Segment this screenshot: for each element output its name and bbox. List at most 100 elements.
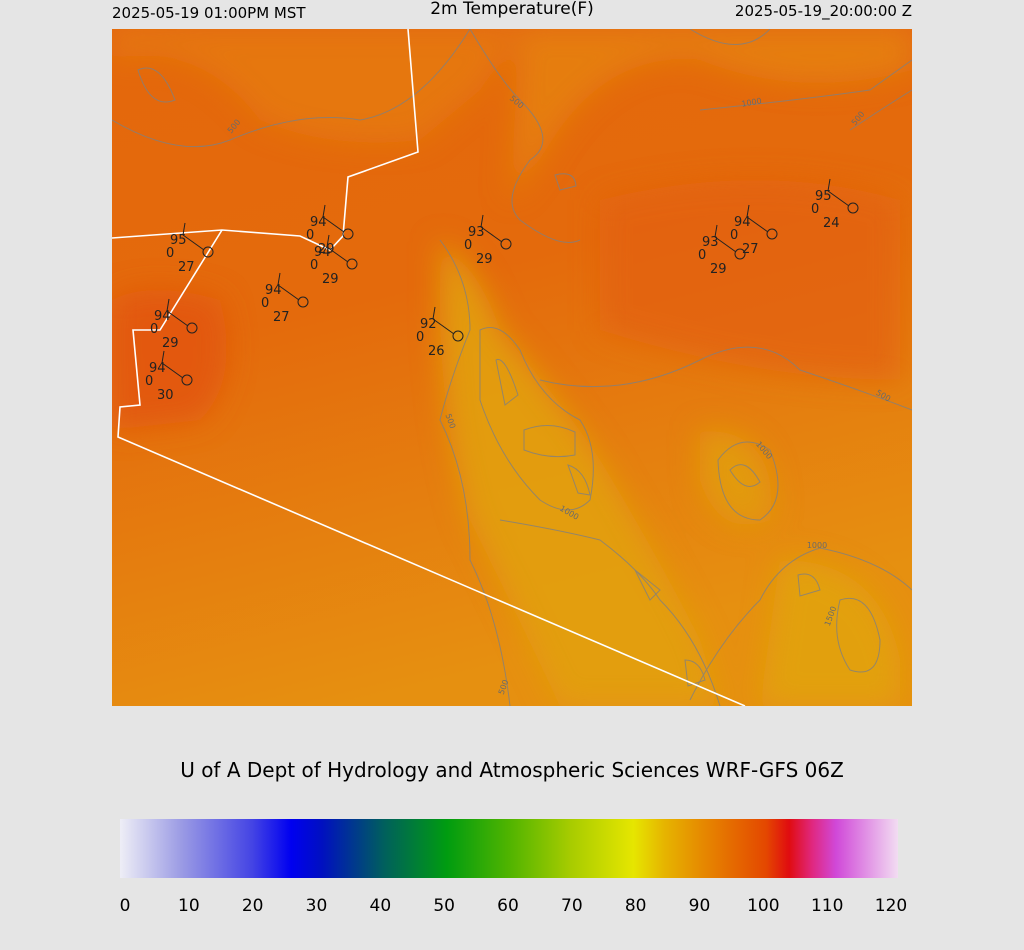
temperature: 94 xyxy=(265,283,282,298)
contour-label: 1000 xyxy=(807,541,827,550)
elevation-contours xyxy=(112,29,912,706)
station-middle: 0 xyxy=(416,330,424,345)
temperature: 94 xyxy=(734,215,751,230)
contour-label: 1000 xyxy=(741,96,763,108)
colorbar-tick-label: 40 xyxy=(370,896,392,916)
temperature: 95 xyxy=(815,189,832,204)
station-circle xyxy=(297,296,309,308)
station-circle xyxy=(766,228,778,240)
station-circle xyxy=(346,258,358,270)
station: 920 26 xyxy=(416,306,464,359)
wind-barb-flag xyxy=(166,298,170,312)
colorbar-tick-label: 20 xyxy=(242,896,264,916)
station-circle xyxy=(202,246,214,258)
wind-barb-flag xyxy=(827,178,831,192)
colorbar-tick-label: 10 xyxy=(178,896,200,916)
valid-time-utc: 2025-05-19_20:00:00 Z xyxy=(735,2,912,21)
dewpoint: 24 xyxy=(823,216,840,231)
station-middle: 0 xyxy=(811,202,819,217)
temperature: 94 xyxy=(154,309,171,324)
dewpoint: 27 xyxy=(178,260,195,275)
wind-barb xyxy=(166,310,189,327)
station-circle xyxy=(181,374,193,386)
temperature: 95 xyxy=(170,233,187,248)
colorbar-tick-label: 80 xyxy=(625,896,647,916)
wind-barb-flag xyxy=(161,350,165,364)
station-middle: 0 xyxy=(145,374,153,389)
colorbar-tick-label: 50 xyxy=(433,896,455,916)
station-middle: 0 xyxy=(261,296,269,311)
station-plots: 9502794029940299402794029940309202693029… xyxy=(145,178,859,403)
dewpoint: 29 xyxy=(710,262,727,277)
temperature: 93 xyxy=(468,225,485,240)
wind-barb-flag xyxy=(182,222,186,236)
wind-barb xyxy=(714,236,737,253)
wind-barb-flag xyxy=(322,204,326,218)
colorbar-tick-label: 60 xyxy=(497,896,519,916)
colorbar-ticks: 0 10 20 30 40 50 60 70 80 90 100 110 120 xyxy=(120,896,908,916)
state-borders xyxy=(112,29,746,706)
station-middle: 0 xyxy=(166,246,174,261)
wind-barb xyxy=(746,216,769,233)
wind-barb-flag xyxy=(480,214,484,228)
dewpoint: 29 xyxy=(318,242,335,257)
station: 940 30 xyxy=(145,350,193,403)
station-middle: 0 xyxy=(306,228,314,243)
colorbar-tick-label: 90 xyxy=(689,896,711,916)
colorbar-tick-label: 0 xyxy=(120,896,131,916)
temperature: 94 xyxy=(149,361,166,376)
dewpoint: 27 xyxy=(742,242,759,257)
wind-barb-flag xyxy=(326,234,330,248)
station: 940 27 xyxy=(261,272,309,325)
wind-barb-flag xyxy=(277,272,281,286)
wind-barb-flag xyxy=(714,224,718,238)
valid-time-local: 2025-05-19 01:00PM MST xyxy=(112,4,306,22)
wind-barb xyxy=(326,246,349,263)
station-circle xyxy=(186,322,198,334)
wind-barb xyxy=(277,284,300,301)
colorbar-tick-label: 30 xyxy=(306,896,328,916)
station-middle: 0 xyxy=(730,228,738,243)
temperature: 94 xyxy=(314,245,331,260)
wind-barb xyxy=(161,362,184,379)
colorbar-tick-label: 100 xyxy=(747,896,779,916)
station-circle xyxy=(452,330,464,342)
wind-barb xyxy=(182,234,205,251)
credit: U of A Dept of Hydrology and Atmospheric… xyxy=(180,758,844,782)
station-middle: 0 xyxy=(464,238,472,253)
temperature: 92 xyxy=(420,317,437,332)
station-circle xyxy=(342,228,354,240)
station-circle xyxy=(500,238,512,250)
station: 930 29 xyxy=(464,214,512,267)
colorbar-tick-label: 120 xyxy=(875,896,907,916)
station: 940 29 xyxy=(306,204,354,257)
dewpoint: 27 xyxy=(273,310,290,325)
station: 940 27 xyxy=(730,204,778,257)
colorbar xyxy=(120,819,898,878)
wind-barb-flag xyxy=(746,204,750,218)
station: 950 24 xyxy=(811,178,859,231)
dewpoint: 30 xyxy=(157,388,174,403)
dewpoint: 26 xyxy=(428,344,445,359)
station-middle: 0 xyxy=(150,322,158,337)
wind-barb xyxy=(322,216,345,233)
station: 950 27 xyxy=(166,222,214,275)
colorbar-tick-label: 70 xyxy=(561,896,583,916)
wind-barb-flag xyxy=(432,306,436,320)
colorbar-tick-label: 110 xyxy=(811,896,843,916)
station-circle xyxy=(734,248,746,260)
wind-barb xyxy=(827,190,850,207)
wind-barb xyxy=(432,318,455,335)
temperature: 94 xyxy=(310,215,327,230)
station-middle: 0 xyxy=(698,248,706,263)
station-middle: 0 xyxy=(310,258,318,273)
wind-barb xyxy=(480,226,503,243)
dewpoint: 29 xyxy=(476,252,493,267)
dewpoint: 29 xyxy=(322,272,339,287)
map-title: 2m Temperature(F) xyxy=(430,0,594,19)
